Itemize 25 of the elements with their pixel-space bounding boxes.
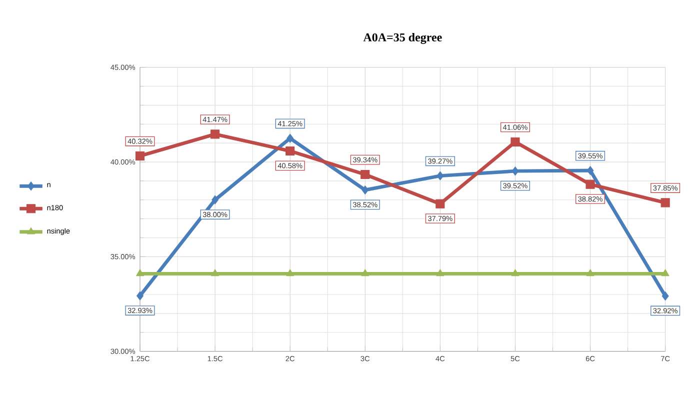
point (436, 199, 445, 208)
point (210, 130, 220, 139)
point (586, 166, 594, 176)
point (510, 137, 520, 146)
point (586, 269, 594, 276)
point (286, 146, 295, 156)
point (136, 291, 144, 300)
point (286, 269, 294, 276)
point (362, 185, 369, 195)
point (660, 198, 670, 208)
point (135, 151, 145, 160)
point (662, 292, 669, 301)
point (436, 171, 444, 180)
point (361, 269, 370, 276)
point (136, 269, 144, 276)
point (586, 180, 595, 189)
point (286, 134, 294, 143)
point (360, 170, 370, 180)
point (661, 269, 670, 276)
point (436, 269, 444, 276)
point (211, 269, 220, 276)
point (212, 195, 219, 204)
point (512, 166, 519, 176)
chart-title: A0A=35 degree (363, 32, 442, 44)
point (511, 269, 520, 276)
